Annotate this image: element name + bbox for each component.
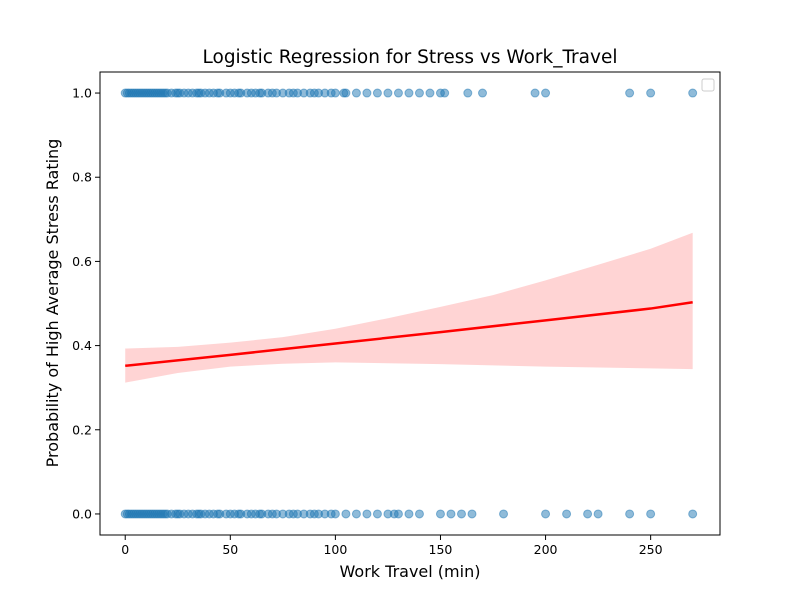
x-axis-label: Work Travel (min)	[340, 562, 481, 581]
data-point	[440, 88, 450, 98]
data-point	[393, 509, 403, 519]
y-tick-label: 0.8	[72, 170, 92, 185]
data-point	[456, 509, 466, 519]
legend-box	[701, 78, 715, 92]
data-point	[435, 509, 445, 519]
y-tick-label: 0.4	[72, 338, 92, 353]
data-point	[541, 509, 551, 519]
data-point	[583, 509, 593, 519]
data-point	[341, 88, 351, 98]
data-point	[625, 509, 635, 519]
y-tick-label: 1.0	[72, 86, 92, 101]
data-point	[425, 88, 435, 98]
data-point	[414, 509, 424, 519]
fit-line-layer	[125, 301, 693, 368]
data-point	[383, 88, 393, 98]
data-point	[330, 88, 340, 98]
data-point	[593, 509, 603, 519]
data-point	[499, 509, 509, 519]
data-point	[688, 509, 698, 519]
data-point	[463, 88, 473, 98]
data-point	[330, 509, 340, 519]
data-point	[446, 509, 456, 519]
data-point	[478, 88, 488, 98]
data-point	[404, 509, 414, 519]
data-point	[530, 88, 540, 98]
data-point	[646, 88, 656, 98]
confidence-band-layer	[125, 232, 693, 383]
data-point	[372, 88, 382, 98]
plot-frame	[99, 71, 721, 536]
data-point	[646, 509, 656, 519]
chart-title: Logistic Regression for Stress vs Work_T…	[203, 47, 618, 68]
data-point	[414, 88, 424, 98]
confidence-band	[125, 232, 693, 383]
y-axis-label: Probability of High Average Stress Ratin…	[43, 139, 62, 468]
data-point	[688, 88, 698, 98]
data-point	[562, 509, 572, 519]
data-point	[393, 88, 403, 98]
data-point	[351, 88, 361, 98]
y-tick-label: 0.2	[72, 422, 92, 437]
fit-line	[125, 301, 693, 368]
x-tick-label: 100	[323, 542, 347, 557]
data-point	[372, 509, 382, 519]
data-point	[625, 88, 635, 98]
data-point	[341, 509, 351, 519]
y-tick-label: 0.6	[72, 254, 92, 269]
points-layer	[120, 88, 698, 519]
data-point	[541, 88, 551, 98]
x-tick-label: 150	[429, 542, 453, 557]
data-point	[362, 88, 372, 98]
data-point	[362, 509, 372, 519]
x-tick-label: 0	[121, 542, 129, 557]
y-tick-label: 0.0	[72, 506, 92, 521]
x-tick-label: 250	[639, 542, 663, 557]
data-point	[467, 509, 477, 519]
data-point	[404, 88, 414, 98]
x-axis-ticks: 0 50 100 150 200 250	[121, 535, 663, 557]
y-axis-ticks: 0.0 0.2 0.4 0.6 0.8 1.0	[72, 86, 100, 521]
data-point	[351, 509, 361, 519]
x-tick-label: 200	[534, 542, 558, 557]
x-tick-label: 50	[222, 542, 238, 557]
